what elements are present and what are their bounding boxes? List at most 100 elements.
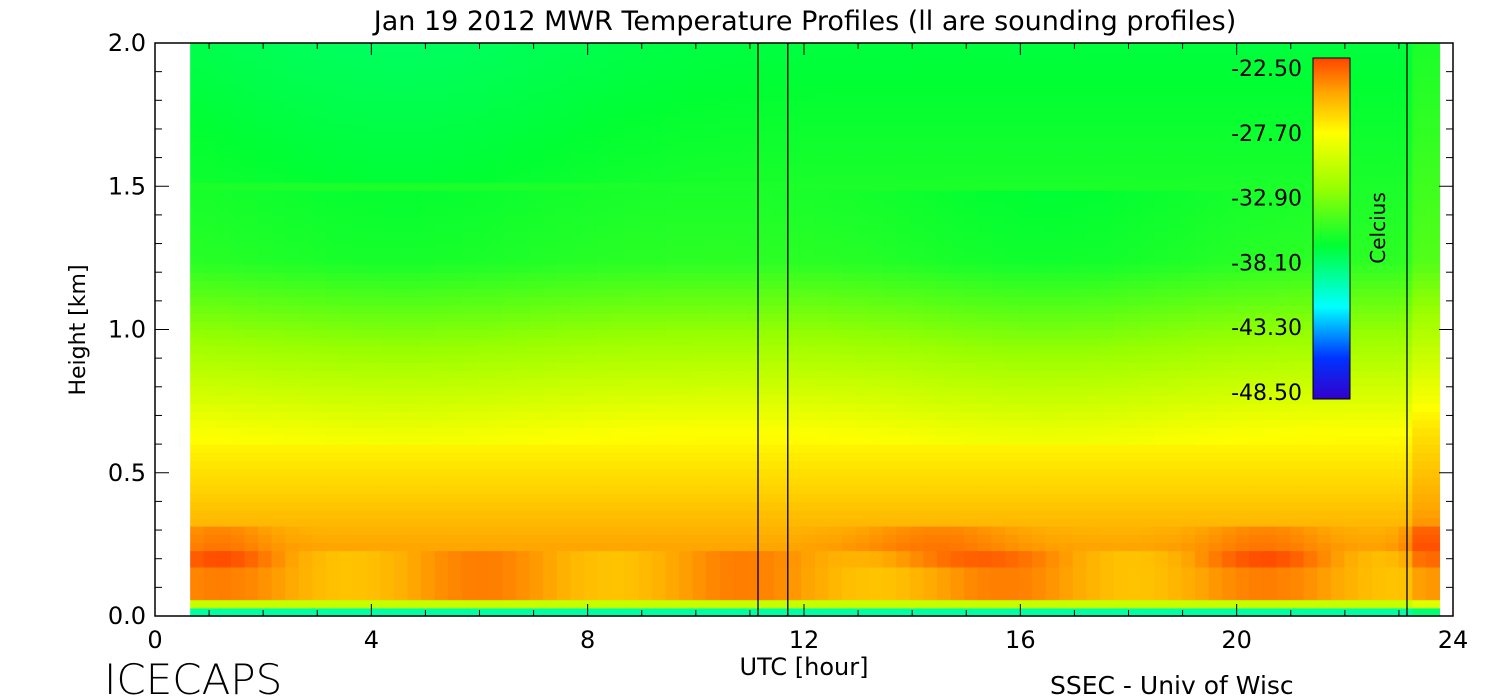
- heatmap-cell: [787, 223, 802, 232]
- heatmap-cell: [1099, 141, 1115, 151]
- heatmap-cell: [977, 419, 992, 429]
- heatmap-cell: [665, 583, 680, 593]
- heatmap-cell: [488, 558, 504, 568]
- heatmap-cell: [502, 83, 517, 93]
- heatmap-cell: [950, 583, 965, 593]
- heatmap-cell: [407, 51, 422, 60]
- heatmap-cell: [1127, 149, 1142, 159]
- heatmap-cell: [991, 116, 1006, 126]
- heatmap-cell: [719, 566, 734, 576]
- heatmap-cell: [380, 542, 395, 552]
- heatmap-cell: [475, 599, 490, 609]
- heatmap-cell: [1127, 231, 1142, 241]
- heatmap-cell: [909, 591, 925, 601]
- heatmap-cell: [828, 386, 843, 396]
- heatmap-cell: [651, 485, 667, 494]
- heatmap-cell: [937, 501, 952, 511]
- heatmap-cell: [298, 517, 313, 527]
- heatmap-cell: [964, 378, 979, 388]
- heatmap-cell: [448, 296, 463, 306]
- heatmap-cell: [638, 558, 653, 568]
- heatmap-cell: [230, 223, 246, 232]
- heatmap-cell: [312, 67, 327, 77]
- heatmap-cell: [1045, 83, 1060, 93]
- heatmap-cell: [774, 337, 789, 347]
- heatmap-cell: [434, 313, 449, 322]
- heatmap-cell: [312, 493, 327, 502]
- heatmap-cell: [774, 370, 789, 380]
- heatmap-cell: [258, 198, 273, 208]
- heatmap-cell: [529, 583, 544, 593]
- heatmap-cell: [719, 165, 734, 175]
- heatmap-cell: [1140, 485, 1155, 494]
- heatmap-cell: [1018, 182, 1033, 191]
- heatmap-cell: [855, 264, 870, 273]
- heatmap-cell: [583, 83, 599, 93]
- heatmap-cell: [1099, 452, 1115, 462]
- heatmap-cell: [217, 83, 232, 93]
- heatmap-cell: [760, 550, 775, 560]
- heatmap-cell: [407, 223, 422, 232]
- heatmap-cell: [651, 435, 667, 445]
- heatmap-cell: [502, 501, 517, 511]
- heatmap-cell: [366, 100, 381, 110]
- heatmap-cell: [937, 304, 952, 314]
- heatmap-cell: [923, 165, 938, 175]
- heatmap-cell: [801, 591, 816, 601]
- heatmap-cell: [679, 173, 694, 183]
- heatmap-cell: [692, 313, 707, 322]
- heatmap-cell: [841, 288, 857, 298]
- heatmap-cell: [203, 411, 218, 421]
- heatmap-cell: [516, 280, 531, 290]
- heatmap-cell: [448, 452, 463, 462]
- heatmap-cell: [203, 182, 218, 191]
- heatmap-cell: [393, 296, 409, 306]
- heatmap-cell: [1140, 501, 1155, 511]
- heatmap-cell: [1059, 223, 1074, 232]
- heatmap-cell: [882, 280, 897, 290]
- heatmap-cell: [1045, 92, 1060, 101]
- heatmap-cell: [1140, 337, 1155, 347]
- heatmap-cell: [733, 575, 748, 584]
- heatmap-cell: [366, 239, 381, 249]
- heatmap-cell: [529, 435, 544, 445]
- heatmap-cell: [570, 313, 585, 322]
- heatmap-cell: [393, 173, 409, 183]
- heatmap-cell: [556, 493, 571, 502]
- heatmap-cell: [977, 198, 992, 208]
- heatmap-cell: [855, 231, 870, 241]
- heatmap-cell: [964, 419, 979, 429]
- heatmap-cell: [1032, 435, 1047, 445]
- heatmap-cell: [407, 550, 422, 560]
- heatmap-cell: [882, 525, 897, 535]
- heatmap-cell: [556, 223, 571, 232]
- heatmap-cell: [570, 239, 585, 249]
- heatmap-cell: [1099, 476, 1115, 486]
- heatmap-cell: [909, 460, 925, 470]
- heatmap-cell: [801, 92, 816, 101]
- heatmap-cell: [964, 575, 979, 584]
- heatmap-cell: [611, 419, 626, 429]
- heatmap-cell: [869, 255, 884, 265]
- heatmap-cell: [638, 190, 653, 200]
- heatmap-cell: [353, 206, 368, 216]
- heatmap-cell: [258, 411, 273, 421]
- heatmap-cell: [1018, 124, 1033, 134]
- heatmap-cell: [841, 337, 857, 347]
- heatmap-cell: [312, 231, 327, 241]
- heatmap-cell: [828, 239, 843, 249]
- heatmap-cell: [353, 304, 368, 314]
- heatmap-cell: [298, 435, 313, 445]
- heatmap-cell: [380, 255, 395, 265]
- heatmap-cell: [1154, 444, 1169, 453]
- heatmap-cell: [529, 329, 544, 339]
- heatmap-cell: [543, 231, 558, 241]
- heatmap-cell: [733, 206, 748, 216]
- heatmap-cell: [692, 67, 707, 77]
- heatmap-cell: [475, 141, 490, 151]
- heatmap-cell: [950, 133, 965, 142]
- heatmap-cell: [801, 100, 816, 110]
- heatmap-cell: [950, 378, 965, 388]
- heatmap-cell: [448, 214, 463, 224]
- heatmap-cell: [706, 607, 721, 617]
